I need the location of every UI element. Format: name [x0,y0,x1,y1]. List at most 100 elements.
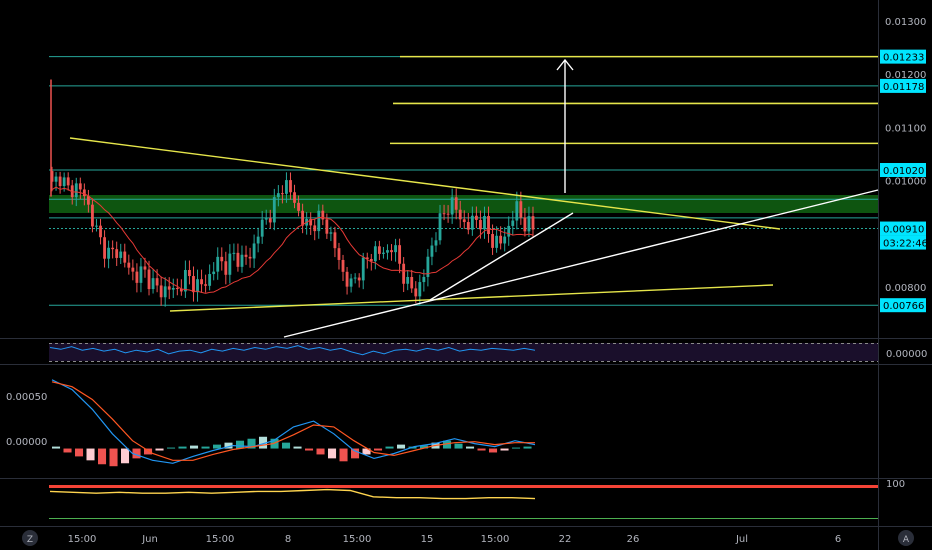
candle-body [115,249,119,258]
candle-body [345,271,349,287]
candle-body [119,251,123,258]
macd-histogram-bar [374,448,383,451]
candle-body [382,252,385,254]
candle-body [458,209,462,220]
candle-body [333,232,337,249]
macd-histogram [52,436,532,467]
candle-body [179,288,183,292]
candle-body [353,277,357,279]
candle-body [487,216,490,235]
candle-body [446,213,450,215]
macd-histogram-bar [132,448,141,459]
macd-histogram-bar [75,448,84,457]
candle-body [390,250,393,253]
candle-body [361,257,365,281]
candle-body [50,171,54,182]
price-pane[interactable]: 0.01300 0.01200 0.01100 0.01000 0.00800 0.01… [49,17,928,338]
candle-body [531,216,535,230]
time-tick-label: 6 [835,534,841,545]
time-axis[interactable]: 15:00 Jun 15:00 8 15:00 15 15:00 22 26 Jul 6 [68,534,842,545]
candle-body [208,274,212,286]
candle-body [398,245,402,264]
macd-tick-high: 0.00050 [6,392,47,403]
candle-body [293,192,296,203]
oscillator-tick: 0.00000 [886,349,927,360]
candle-body [107,247,111,259]
candle-body [183,269,187,292]
candle-body [147,269,151,290]
candle-body [454,197,458,210]
auto-scale-label: A [903,535,910,545]
candle-body [188,269,191,277]
time-tick-label: 15:00 [206,534,235,545]
candle-body [357,277,361,281]
price-tick-label: 0.01300 [885,17,926,28]
price-badge-label: 0.00766 [883,301,924,312]
candle-body [123,251,127,263]
time-tick-label: 26 [627,534,640,545]
candle-body [519,201,523,218]
candle-body [66,177,70,186]
candle-body [430,245,434,257]
candle-body [414,288,418,297]
macd-histogram-bar [144,448,153,455]
macd-histogram-bar [52,446,61,449]
candle-body [321,210,325,220]
candle-body [252,243,256,259]
candle-body [386,250,389,253]
candle-body [212,271,216,275]
macd-histogram-bar [247,438,256,449]
candle-body [248,256,252,259]
candle-body [434,240,438,246]
candle-body [103,237,106,259]
candle-body [54,176,58,182]
price-badge-label: 0.00910 [883,225,924,236]
candle-body [426,256,430,277]
candle-body [131,267,135,272]
macd-histogram-bar [86,448,95,461]
candle-body [438,213,442,241]
candle-body [523,217,527,232]
price-tick-label: 0.01000 [885,177,926,188]
candle-body [462,219,466,223]
time-tick-label: Jul [735,534,748,545]
candle-body [78,183,82,190]
macd-histogram-bar [178,446,187,449]
candle-body [151,278,155,290]
oscillator-pane[interactable]: 0.00000 [49,343,927,362]
candle-body [143,266,147,270]
auto-scale-button[interactable]: A [898,530,914,546]
macd-histogram-bar [190,445,199,449]
candle-body [216,256,220,272]
candle-body [264,218,268,220]
macd-histogram-bar [121,448,130,464]
price-badges: 0.01233 0.01178 0.01020 0.00910 03:22:46 0.00… [880,49,928,313]
price-axis[interactable]: 0.01300 0.01200 0.01100 0.01000 0.00800 [885,17,926,294]
candle-body [511,220,515,226]
moving-average-line [51,186,534,294]
candle-body [479,219,482,230]
macd-histogram-bar [477,448,486,451]
time-tick-label: 15 [421,534,434,545]
reset-zoom-button[interactable]: Z [22,530,38,546]
candle-body [450,197,454,215]
candle-body [196,279,199,293]
candle-body [527,216,531,232]
candle-body [470,215,474,230]
candle-body [329,232,333,234]
strength-line [49,488,536,500]
strength-pane[interactable]: 100 [49,479,905,519]
macd-pane[interactable]: 0.00050 0.00000 [6,379,536,467]
candle-body [272,197,276,223]
candle-body [256,236,260,244]
candle-body [236,252,240,267]
candle-body [507,225,511,237]
candle-body [410,276,414,289]
price-badge [880,78,926,93]
candle-body [495,235,499,248]
candle-body [285,180,288,194]
candle-body [260,219,264,237]
candle-body [365,257,369,259]
candle-body [224,261,228,275]
